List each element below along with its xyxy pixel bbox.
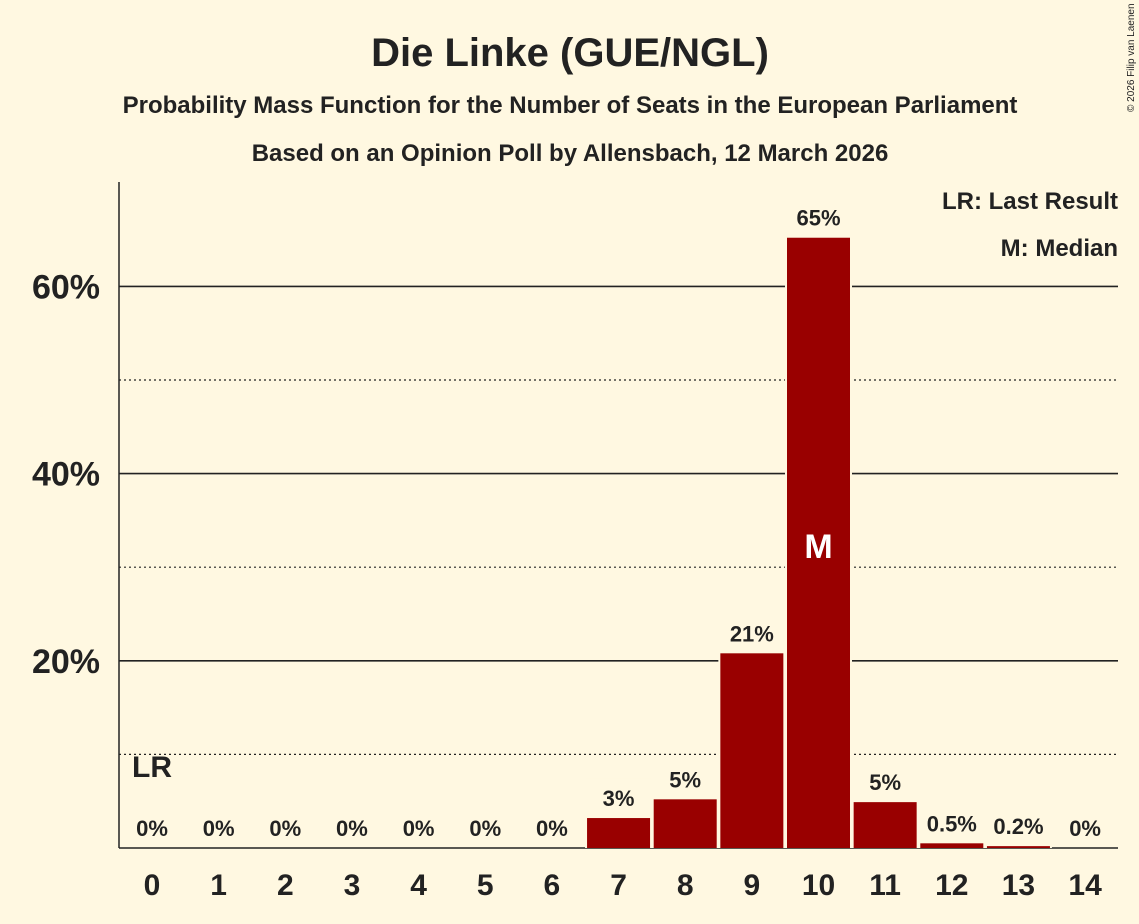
y-tick-label: 40%: [32, 456, 100, 494]
x-tick-label: 6: [544, 869, 561, 902]
data-label: 0.2%: [993, 814, 1043, 839]
x-tick-label: 14: [1068, 869, 1102, 902]
bar-13: [986, 846, 1050, 848]
data-label: 65%: [796, 206, 840, 231]
legend-median: M: Median: [1001, 235, 1118, 262]
x-tick-label: 10: [802, 869, 835, 902]
chart-subtitle: Probability Mass Function for the Number…: [123, 92, 1018, 119]
median-marker: M: [804, 528, 832, 566]
x-tick-label: 8: [677, 869, 694, 902]
x-tick-label: 3: [344, 869, 361, 902]
bar-12: [920, 843, 984, 848]
data-label: 0%: [269, 816, 301, 841]
x-tick-label: 2: [277, 869, 294, 902]
data-label: 0%: [469, 816, 501, 841]
bar-8: [653, 799, 717, 848]
bar-gap: [984, 806, 1052, 848]
data-label: 21%: [730, 621, 774, 646]
bar-11: [853, 802, 917, 848]
last-result-marker: LR: [132, 751, 172, 784]
y-tick-label: 60%: [32, 268, 100, 306]
x-tick-label: 7: [610, 869, 627, 902]
chart-subtitle-2: Based on an Opinion Poll by Allensbach, …: [252, 140, 889, 167]
data-label: 0%: [1069, 816, 1101, 841]
data-label: 0.5%: [927, 811, 977, 836]
data-label: 0%: [336, 816, 368, 841]
x-tick-label: 13: [1002, 869, 1035, 902]
bar-10: [787, 237, 850, 848]
data-label: 0%: [536, 816, 568, 841]
x-tick-label: 1: [210, 869, 227, 902]
data-label: 0%: [203, 816, 235, 841]
data-label: 0%: [403, 816, 435, 841]
copyright: © 2026 Filip van Laenen: [1126, 3, 1137, 112]
data-label: 0%: [136, 816, 168, 841]
x-tick-label: 5: [477, 869, 494, 902]
y-tick-label: 20%: [32, 643, 100, 681]
x-tick-label: 4: [410, 869, 427, 902]
x-tick-label: 9: [744, 869, 761, 902]
bar-7: [587, 818, 651, 848]
data-label: 3%: [603, 786, 635, 811]
bar-gap: [918, 803, 986, 848]
legend-last-result: LR: Last Result: [942, 188, 1118, 215]
x-tick-label: 11: [869, 869, 901, 902]
bar-9: [720, 653, 784, 848]
x-tick-label: 0: [144, 869, 161, 902]
chart-title: Die Linke (GUE/NGL): [371, 31, 769, 75]
data-label: 5%: [669, 767, 701, 792]
x-tick-label: 12: [935, 869, 968, 902]
data-label: 5%: [869, 770, 901, 795]
